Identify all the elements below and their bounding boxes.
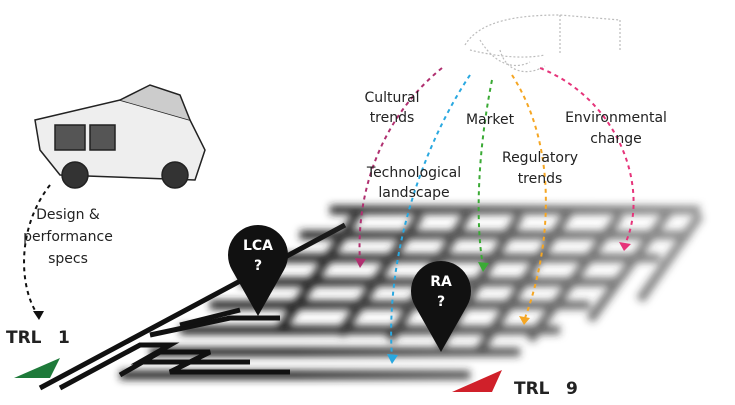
label: performance bbox=[23, 229, 113, 245]
label: Regulatory bbox=[502, 150, 578, 166]
label: Environmental bbox=[565, 110, 667, 126]
trl-label: TRL bbox=[514, 379, 550, 399]
label: change bbox=[590, 131, 642, 147]
label: landscape bbox=[378, 185, 449, 201]
trl-label: 9 bbox=[566, 379, 578, 399]
pin-label: ? bbox=[254, 258, 262, 274]
label: Design & bbox=[36, 207, 100, 223]
label: specs bbox=[48, 251, 88, 267]
trl-label: 1 bbox=[58, 328, 70, 348]
maze bbox=[0, 190, 735, 401]
pin-label: RA bbox=[430, 274, 452, 290]
diagram: Cultural trends Technological landscape … bbox=[0, 0, 735, 401]
hand-sketch bbox=[465, 15, 620, 72]
label: Cultural bbox=[364, 90, 419, 106]
pin-label: ? bbox=[437, 294, 445, 310]
pin-label: LCA bbox=[243, 238, 273, 254]
label: Market bbox=[466, 112, 515, 128]
label: Technological bbox=[366, 165, 461, 181]
car-sketch bbox=[35, 85, 205, 188]
label: trends bbox=[518, 171, 563, 187]
label: trends bbox=[370, 110, 415, 126]
trl-label: TRL bbox=[6, 328, 42, 348]
